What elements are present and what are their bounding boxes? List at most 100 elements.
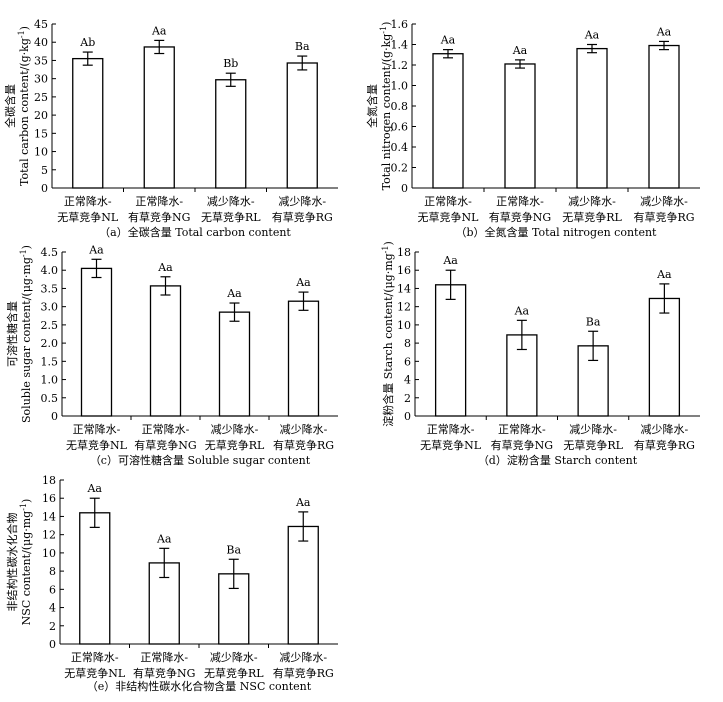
y-tick-label: 18 xyxy=(42,474,56,487)
y-tick-label: 10 xyxy=(397,319,411,332)
y-tick-label: 40 xyxy=(34,36,48,49)
bar xyxy=(576,47,608,189)
y-tick-label: 1.4 xyxy=(391,39,409,52)
y-axis-label-cn-part: 非结构性碳水化合物 xyxy=(5,513,19,612)
y-tick-label: 1.6 xyxy=(391,18,409,31)
y-tick-label: 1.0 xyxy=(391,80,409,93)
y-tick-label: 1.5 xyxy=(41,355,59,368)
y-tick-label: 15 xyxy=(34,127,48,140)
y-axis-label-en: NSC content/(μg·mg-1) xyxy=(19,499,34,626)
y-tick-label: 2 xyxy=(404,392,411,405)
category-label: 无草竞争RL xyxy=(205,438,265,452)
category-label: 无草竞争NL xyxy=(420,438,482,452)
chart-panel-5: 0 2 4 6 8 10 12 14 16 18 Aa 正常降水- 无草竞争NL Aa 正常降水- 有草竞争N… xyxy=(5,474,338,693)
category-label: 有草竞争NG xyxy=(134,438,196,452)
y-tick-label: 14 xyxy=(42,510,56,523)
category-label: 有草竞争NG xyxy=(133,666,195,680)
significance-label: Ba xyxy=(295,40,310,53)
y-axis-label-part: 淀粉含量 Starch content/(μg·mg xyxy=(381,253,395,426)
y-tick-label: 2.5 xyxy=(41,319,59,332)
y-tick-label: 1.2 xyxy=(391,59,409,72)
y-tick-label: 8 xyxy=(404,337,411,350)
category-label: 减少降水- xyxy=(569,422,617,436)
category-label: 无草竞争NL xyxy=(64,666,126,680)
y-tick-label: 8 xyxy=(49,565,56,578)
category-label: 正常降水- xyxy=(140,650,188,664)
bar xyxy=(648,297,681,417)
category-label: 有草竞争NG xyxy=(489,210,551,224)
category-label: 无草竞争RL xyxy=(563,438,623,452)
y-tick-label: 4.5 xyxy=(41,246,59,259)
category-label: 减少降水- xyxy=(211,422,259,436)
y-tick-label: 3.5 xyxy=(41,282,59,295)
y-tick-label: 35 xyxy=(34,54,48,67)
significance-label: Aa xyxy=(86,482,102,495)
y-tick-label: 4 xyxy=(404,374,411,387)
category-label: 正常降水- xyxy=(496,194,544,208)
y-tick-label: 0.4 xyxy=(391,141,409,154)
y-tick-label: 25 xyxy=(34,91,48,104)
y-tick-label: 0.6 xyxy=(391,121,409,134)
significance-label: Ba xyxy=(226,543,241,556)
category-label: 正常降水- xyxy=(135,194,183,208)
significance-label: Aa xyxy=(440,34,456,47)
category-label: 有草竞争RG xyxy=(273,438,334,452)
category-label: 无草竞争NL xyxy=(57,210,119,224)
significance-label: Aa xyxy=(226,287,242,300)
panel-caption: （e）非结构性碳水化合物含量 NSC content xyxy=(87,679,312,693)
y-tick-label: 0 xyxy=(41,182,48,195)
category-label: 减少降水- xyxy=(641,422,689,436)
significance-label: Aa xyxy=(156,532,172,545)
category-label: 无草竞争RL xyxy=(201,210,261,224)
y-tick-label: 4.0 xyxy=(41,264,59,277)
y-axis-label-cn-part: 全碳含量 xyxy=(3,84,17,128)
y-axis-label-cn: 全氮含量 xyxy=(365,84,379,128)
y-tick-label: 30 xyxy=(34,73,48,86)
y-axis-label-en-part: ) xyxy=(20,499,33,503)
y-axis-label-cn-part: 可溶性糖含量 xyxy=(5,301,19,367)
bar xyxy=(648,44,680,189)
y-tick-label: 2.0 xyxy=(41,337,59,350)
chart-panel-3: 0 0.5 1.0 1.5 2.0 2.5 3.0 3.5 4.0 4.5 Aa 正常降水- 无草竞争N… xyxy=(5,243,338,467)
category-label: 减少降水- xyxy=(280,422,328,436)
y-axis-label-en-part: NSC content/(μg·mg xyxy=(20,511,33,626)
y-tick-label: 0 xyxy=(51,410,58,423)
y-tick-label: 10 xyxy=(42,547,56,560)
y-axis-label-cn-part: 全氮含量 xyxy=(365,84,379,128)
significance-label: Ab xyxy=(79,36,95,49)
category-label: 无草竞争RL xyxy=(562,210,622,224)
y-tick-label: 0.2 xyxy=(391,162,409,175)
panel-caption: （b）全氮含量 Total nitrogen content xyxy=(456,225,658,239)
significance-label: Aa xyxy=(514,304,530,317)
category-label: 有草竞争RG xyxy=(273,666,334,680)
category-label: 无草竞争RL xyxy=(204,666,264,680)
significance-label: Aa xyxy=(442,254,458,267)
category-label: 有草竞争RG xyxy=(634,438,695,452)
y-axis-label-cn: 非结构性碳水化合物 xyxy=(5,513,19,612)
bar xyxy=(149,285,182,417)
bar xyxy=(434,284,467,417)
y-axis-label: 淀粉含量 Starch content/(μg·mg-1) xyxy=(381,241,396,427)
significance-label: Aa xyxy=(295,496,311,509)
y-axis-label-part: ) xyxy=(382,241,395,245)
category-label: 有草竞争NG xyxy=(491,438,553,452)
bar xyxy=(286,62,318,189)
bar xyxy=(287,525,319,645)
y-axis-label-en-part: -1 xyxy=(19,503,28,511)
bar xyxy=(72,57,104,189)
bar xyxy=(287,300,320,417)
y-tick-label: 5 xyxy=(41,164,48,177)
y-axis-label-en-part: Total nitrogen content/(g·kg xyxy=(380,34,393,191)
bar xyxy=(215,79,247,189)
y-axis-label-en-part: -1 xyxy=(17,30,26,38)
bar xyxy=(80,267,113,417)
significance-label: Aa xyxy=(656,25,672,38)
y-tick-label: 0.5 xyxy=(41,392,59,405)
category-label: 正常降水- xyxy=(142,422,190,436)
significance-label: Aa xyxy=(295,276,311,289)
significance-label: Aa xyxy=(584,29,600,42)
y-tick-label: 0.8 xyxy=(391,100,409,113)
y-tick-label: 16 xyxy=(397,264,411,277)
category-label: 正常降水- xyxy=(427,422,475,436)
y-tick-label: 4 xyxy=(49,602,56,615)
